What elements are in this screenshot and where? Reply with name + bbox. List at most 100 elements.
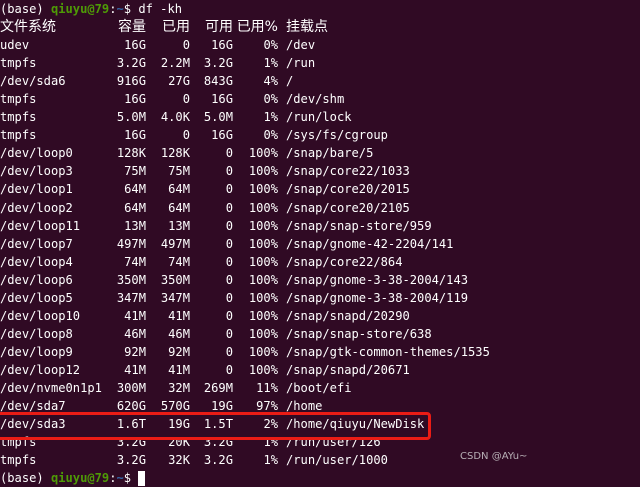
cell-mount-point: /snap/core20/2105 — [286, 200, 410, 215]
cell-available: 19G — [211, 399, 233, 414]
cell-used: 32M — [168, 380, 190, 395]
cell-used: 46M — [168, 326, 190, 341]
cell-used: 2.2M — [160, 56, 190, 71]
table-header: 文件系统 容量 已用 可用 已用% 挂载点 — [0, 18, 640, 36]
cell-filesystem: /dev/loop8 — [0, 326, 73, 341]
cell-available: 0 — [225, 344, 233, 359]
cell-available: 5.0M — [203, 110, 233, 125]
prompt-sep: : — [109, 471, 117, 486]
user-host: qiuyu@79 — [50, 2, 110, 16]
cell-available: 16G — [211, 92, 233, 107]
cell-size: 3.2G — [116, 56, 146, 71]
command: df -kh — [131, 2, 183, 16]
cell-size: 46M — [124, 326, 146, 341]
table-row: /dev/loop10 41M 41M 0 100% /snap/snapd/20290 — [0, 307, 640, 325]
cell-size: 64M — [124, 182, 146, 197]
cell-available: 0 — [225, 164, 233, 179]
table-row: tmpfs 16G 0 16G 0% /sys/fs/cgroup — [0, 126, 640, 144]
cell-used: 4.0K — [160, 110, 190, 125]
table-row: /dev/loop9 92M 92M 0 100% /snap/gtk-common-th… — [0, 343, 640, 361]
table-row: tmpfs 3.2G 2.2M 3.2G 1% /run — [0, 54, 640, 72]
cell-used: 19G — [168, 417, 190, 432]
cell-size: 16G — [124, 92, 146, 107]
prompt-sep: : — [109, 2, 117, 16]
cell-available: 3.2G — [203, 453, 233, 468]
cell-available: 0 — [225, 362, 233, 377]
cell-used: 64M — [168, 182, 190, 197]
header-mount: 挂载点 — [286, 19, 328, 36]
table-row: /dev/loop2 64M 64M 0 100% /snap/core20/2105 — [0, 199, 640, 217]
cell-filesystem: /dev/loop7 — [0, 236, 73, 251]
cell-size: 497M — [116, 236, 146, 251]
cell-use-percent: 100% — [248, 326, 278, 341]
cell-mount-point: /run — [286, 56, 316, 71]
table-row: /dev/sda6 916G 27G 843G 4% / — [0, 72, 640, 90]
table-row: /dev/loop5 347M 347M 0 100% /snap/gnome-3-38-… — [0, 289, 640, 307]
table-row: /dev/loop1 64M 64M 0 100% /snap/core20/2015 — [0, 180, 640, 198]
table-row: /dev/loop0 128K 128K 0 100% /snap/bare/5 — [0, 144, 640, 162]
cell-size: 620G — [116, 399, 146, 414]
cell-used: 0 — [182, 128, 190, 143]
cell-mount-point: /snap/snap-store/638 — [286, 326, 432, 341]
cell-available: 16G — [211, 128, 233, 143]
conda-env: (base) — [0, 2, 44, 16]
cell-size: 41M — [124, 308, 146, 323]
cell-mount-point: /snap/gnome-3-38-2004/143 — [286, 272, 469, 287]
cell-available: 0 — [225, 254, 233, 269]
cell-mount-point: /snap/gtk-common-themes/1535 — [286, 344, 490, 359]
cell-used: 0 — [182, 38, 190, 53]
cell-available: 0 — [225, 308, 233, 323]
cell-size: 16G — [124, 38, 146, 53]
cell-used: 128K — [160, 146, 190, 161]
header-pct: 已用% — [236, 19, 278, 36]
cell-use-percent: 100% — [248, 146, 278, 161]
cell-use-percent: 100% — [248, 254, 278, 269]
cursor — [138, 471, 146, 487]
cell-filesystem: /dev/loop5 — [0, 290, 73, 305]
cell-mount-point: /snap/core20/2015 — [286, 182, 410, 197]
table-row: /dev/nvme0n1p1 300M 32M 269M 11% /boot/efi — [0, 379, 640, 397]
table-row: tmpfs 16G 0 16G 0% /dev/shm — [0, 90, 640, 108]
cell-used: 497M — [160, 236, 190, 251]
table-row: /dev/loop7 497M 497M 0 100% /snap/gnome-42-22… — [0, 235, 640, 253]
cell-used: 0 — [182, 92, 190, 107]
cell-filesystem: /dev/loop9 — [0, 344, 73, 359]
cell-mount-point: /snap/gnome-3-38-2004/119 — [286, 290, 469, 305]
cell-filesystem: /dev/nvme0n1p1 — [0, 380, 102, 395]
cell-use-percent: 0% — [263, 92, 278, 107]
cell-used: 64M — [168, 200, 190, 215]
cwd: ~ — [116, 471, 124, 486]
table-row: /dev/loop11 13M 13M 0 100% /snap/snap-store/9… — [0, 217, 640, 235]
cell-available: 3.2G — [203, 56, 233, 71]
cell-use-percent: 2% — [263, 417, 278, 432]
header-size: 容量 — [118, 19, 146, 36]
prompt-symbol: $ — [123, 2, 132, 16]
table-row: tmpfs 3.2G 32K 3.2G 1% /run/user/1000 — [0, 451, 640, 469]
cell-use-percent: 1% — [263, 453, 278, 468]
cell-size: 128K — [116, 146, 146, 161]
cell-use-percent: 1% — [263, 56, 278, 71]
prompt-symbol: $ — [123, 471, 132, 486]
cell-used: 13M — [168, 218, 190, 233]
table-row: /dev/loop12 41M 41M 0 100% /snap/snapd/20671 — [0, 361, 640, 379]
cell-size: 16G — [124, 128, 146, 143]
cell-used: 41M — [168, 362, 190, 377]
cell-size: 75M — [124, 164, 146, 179]
cell-available: 0 — [225, 182, 233, 197]
conda-env: (base) — [0, 471, 44, 486]
table-row: /dev/loop4 74M 74M 0 100% /snap/core22/864 — [0, 253, 640, 271]
cell-mount-point: /run/lock — [286, 110, 352, 125]
cell-size: 13M — [124, 218, 146, 233]
cell-mount-point: /snap/gnome-42-2204/141 — [286, 236, 454, 251]
cell-mount-point: /dev/shm — [286, 92, 345, 107]
cell-use-percent: 100% — [248, 218, 278, 233]
table-row: /dev/loop6 350M 350M 0 100% /snap/gnome-3-38-… — [0, 271, 640, 289]
cell-size: 916G — [116, 74, 146, 89]
cell-use-percent: 100% — [248, 182, 278, 197]
cell-used: 74M — [168, 254, 190, 269]
cell-mount-point: /snap/core22/864 — [286, 254, 403, 269]
cell-filesystem: /dev/loop10 — [0, 308, 81, 323]
header-avail: 可用 — [205, 19, 233, 36]
cell-size: 300M — [116, 380, 146, 395]
